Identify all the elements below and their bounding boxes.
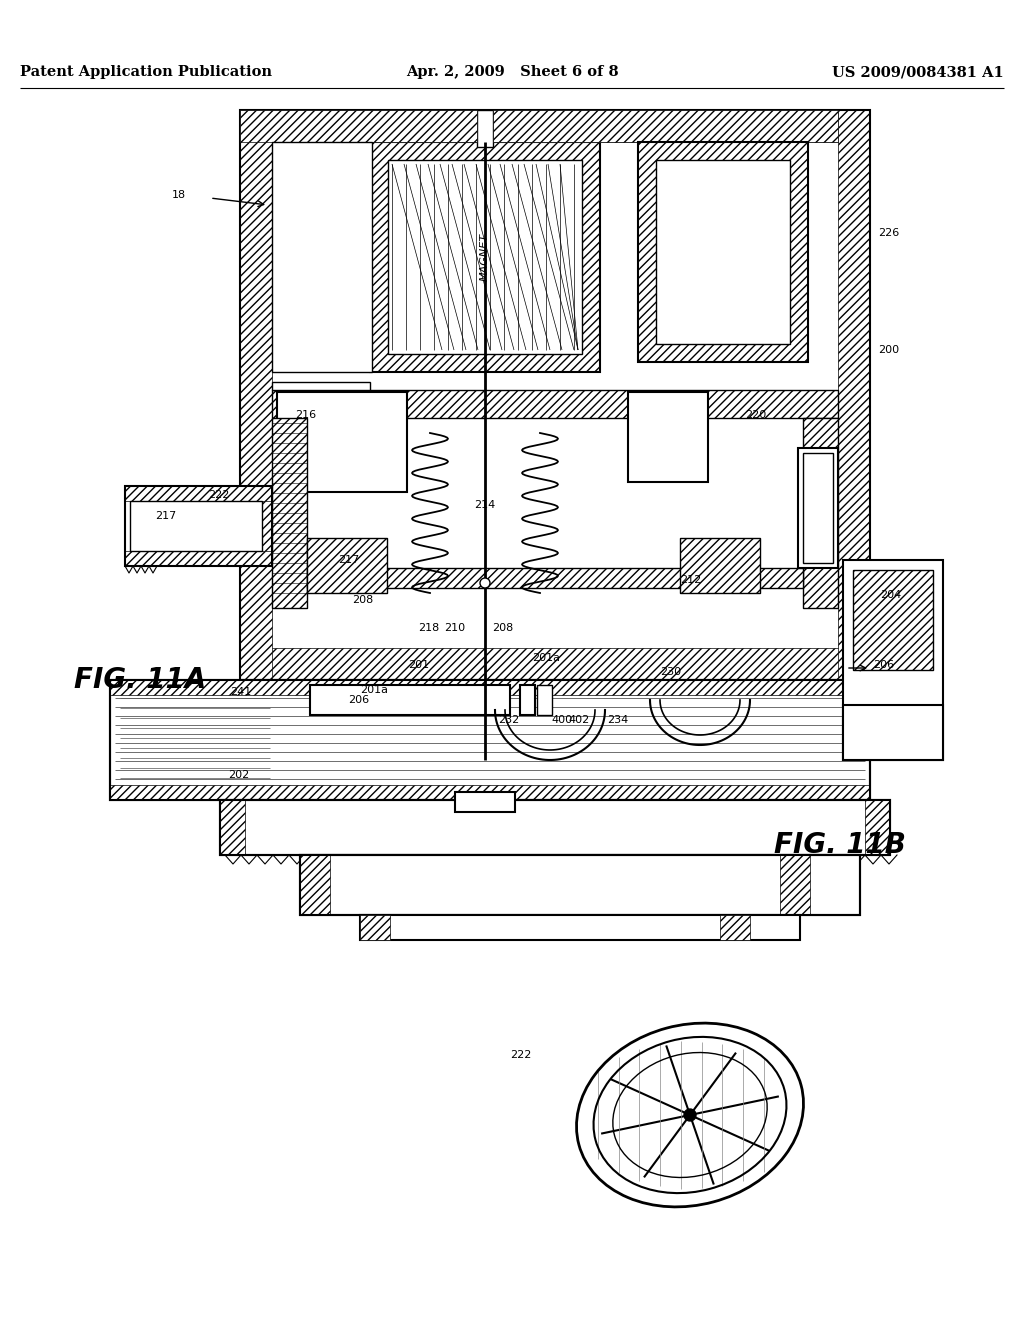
Bar xyxy=(780,855,810,915)
Text: 18: 18 xyxy=(172,190,186,201)
Bar xyxy=(240,110,870,680)
Bar xyxy=(803,453,833,564)
Bar xyxy=(110,680,870,800)
Bar xyxy=(853,570,933,671)
Bar xyxy=(803,418,838,609)
Bar xyxy=(537,685,552,715)
Bar xyxy=(310,685,510,715)
Bar xyxy=(240,110,272,680)
Text: 200: 200 xyxy=(878,345,899,355)
Text: 208: 208 xyxy=(492,623,513,634)
Text: FIG. 11A: FIG. 11A xyxy=(74,667,206,694)
Text: 232: 232 xyxy=(498,715,519,725)
Text: 222: 222 xyxy=(208,490,229,500)
Bar xyxy=(843,560,943,760)
Bar xyxy=(720,915,750,940)
Bar xyxy=(843,705,943,760)
Bar xyxy=(638,143,808,362)
Bar xyxy=(110,680,870,800)
Bar xyxy=(240,110,477,143)
Text: 201a: 201a xyxy=(360,685,388,696)
Bar xyxy=(125,550,272,566)
Bar xyxy=(520,685,535,715)
Text: 218: 218 xyxy=(418,623,439,634)
Bar xyxy=(125,486,272,566)
Text: 222: 222 xyxy=(510,1049,531,1060)
Bar xyxy=(865,800,890,855)
Bar xyxy=(130,502,262,550)
Bar xyxy=(272,143,372,372)
Bar xyxy=(272,381,370,389)
Bar xyxy=(803,418,838,609)
Bar xyxy=(307,568,803,587)
Text: 212: 212 xyxy=(680,576,701,585)
Bar xyxy=(307,539,387,593)
Bar xyxy=(272,389,838,418)
Bar xyxy=(477,110,493,147)
Text: 217: 217 xyxy=(155,511,176,521)
Ellipse shape xyxy=(595,1038,785,1192)
Text: 241: 241 xyxy=(230,686,251,697)
Text: Patent Application Publication: Patent Application Publication xyxy=(20,65,272,79)
Bar xyxy=(240,648,870,680)
Text: 201: 201 xyxy=(408,660,429,671)
Circle shape xyxy=(684,1109,696,1121)
Bar xyxy=(455,792,515,812)
Bar xyxy=(838,110,870,680)
Bar xyxy=(272,389,838,418)
Text: Apr. 2, 2009   Sheet 6 of 8: Apr. 2, 2009 Sheet 6 of 8 xyxy=(406,65,618,79)
Text: 201a: 201a xyxy=(532,653,560,663)
Text: 234: 234 xyxy=(607,715,629,725)
Bar xyxy=(220,800,890,855)
Bar xyxy=(300,855,860,915)
Text: 210: 210 xyxy=(444,623,465,634)
Bar xyxy=(272,418,307,609)
Text: 214: 214 xyxy=(474,500,496,510)
Bar xyxy=(360,915,390,940)
Text: US 2009/0084381 A1: US 2009/0084381 A1 xyxy=(833,65,1004,79)
Bar xyxy=(125,486,272,502)
Bar xyxy=(220,800,890,855)
Bar xyxy=(628,392,708,482)
Bar xyxy=(680,539,760,593)
Text: 206: 206 xyxy=(348,696,369,705)
Bar xyxy=(493,110,838,143)
Bar xyxy=(110,680,870,696)
Bar xyxy=(370,143,600,372)
Text: MAGNET: MAGNET xyxy=(480,234,490,281)
Circle shape xyxy=(480,578,490,587)
Text: 230: 230 xyxy=(660,667,681,677)
Bar xyxy=(240,110,870,143)
Bar xyxy=(220,800,245,855)
Text: 402: 402 xyxy=(568,715,589,725)
Bar xyxy=(307,539,387,593)
Bar xyxy=(853,570,933,671)
Bar xyxy=(110,785,870,800)
Text: 204: 204 xyxy=(880,590,901,601)
Text: 216: 216 xyxy=(295,411,316,420)
Bar xyxy=(300,855,860,915)
Text: 400: 400 xyxy=(551,715,572,725)
Text: 202: 202 xyxy=(228,770,249,780)
Bar xyxy=(798,447,838,568)
Text: 220: 220 xyxy=(745,411,766,420)
Bar xyxy=(680,539,760,593)
Bar xyxy=(300,855,330,915)
Text: FIG. 11B: FIG. 11B xyxy=(774,832,906,859)
Bar xyxy=(307,568,803,587)
Bar xyxy=(388,160,582,354)
Text: 208: 208 xyxy=(352,595,374,605)
Text: 226: 226 xyxy=(878,228,899,238)
Text: 217: 217 xyxy=(338,554,359,565)
Bar xyxy=(272,418,307,609)
Bar xyxy=(638,143,808,362)
Bar xyxy=(360,915,800,940)
Bar xyxy=(370,143,600,372)
Bar xyxy=(278,392,407,492)
Text: 206: 206 xyxy=(873,660,894,671)
Bar xyxy=(656,160,790,345)
